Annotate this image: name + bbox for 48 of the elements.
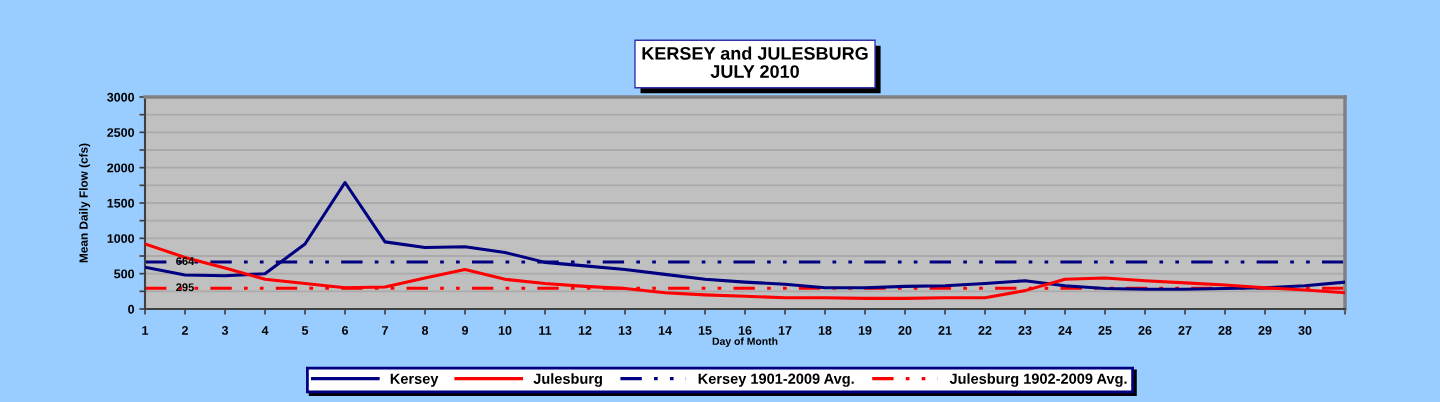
- x-tick-label: 17: [778, 326, 792, 335]
- legend-label: Julesburg 1902-2009 Avg.: [949, 373, 1127, 387]
- x-tick-label: 27: [1178, 326, 1192, 335]
- line-series: [145, 242, 1345, 300]
- chart-title: KERSEY and JULESBURG JULY 2010: [642, 46, 868, 78]
- x-tick-label: 14: [658, 326, 672, 335]
- x-tick-label: 3: [221, 326, 229, 335]
- x-tick-label: 20: [898, 326, 912, 335]
- y-tick-label: 3000: [107, 92, 135, 102]
- legend-label: Julesburg: [533, 373, 602, 387]
- x-tick-label: 30: [1298, 326, 1312, 335]
- y-tick-label: 0: [128, 304, 135, 314]
- legend-label: Kersey 1901-2009 Avg.: [698, 373, 854, 387]
- annotation: 295: [176, 283, 194, 292]
- x-tick-label: 24: [1058, 326, 1072, 335]
- x-tick-label: 25: [1098, 326, 1112, 335]
- x-tick-label: 19: [858, 326, 872, 335]
- y-tick-label: 1500: [107, 198, 135, 208]
- legend-label: Kersey: [390, 373, 439, 387]
- x-tick-label: 7: [382, 326, 388, 335]
- y-tick-label: 2500: [107, 128, 135, 137]
- x-tick-label: 6: [341, 326, 349, 335]
- y-axis-title: Mean Daily Flow (cfs): [79, 143, 91, 263]
- line-series: [145, 180, 1345, 291]
- x-tick-label: 4: [261, 326, 269, 335]
- x-tick-label: 13: [618, 326, 632, 335]
- y-tick-label: 2000: [107, 163, 135, 173]
- x-tick-label: 23: [1018, 326, 1032, 335]
- y-tick-label: 1000: [107, 234, 135, 243]
- x-tick-label: 15: [698, 326, 712, 335]
- x-tick-label: 26: [1138, 326, 1152, 335]
- x-tick-label: 2: [181, 326, 188, 335]
- x-tick-label: 28: [1218, 326, 1232, 335]
- annotation: 664: [176, 257, 195, 266]
- x-tick-label: 5: [301, 326, 309, 335]
- x-axis-title: Day of Month: [712, 337, 778, 348]
- x-tick-label: 9: [461, 326, 469, 335]
- x-tick-label: 11: [539, 326, 552, 335]
- x-tick-label: 22: [978, 326, 992, 335]
- y-tick-label: 500: [114, 269, 135, 279]
- x-tick-label: 8: [421, 326, 429, 335]
- x-tick-label: 12: [578, 326, 592, 335]
- x-tick-label: 1: [142, 326, 149, 335]
- x-tick-label: 16: [738, 326, 752, 335]
- x-tick-label: 29: [1258, 326, 1272, 335]
- x-tick-label: 18: [818, 326, 832, 335]
- x-tick-label: 21: [938, 326, 952, 335]
- x-tick-label: 10: [498, 326, 512, 335]
